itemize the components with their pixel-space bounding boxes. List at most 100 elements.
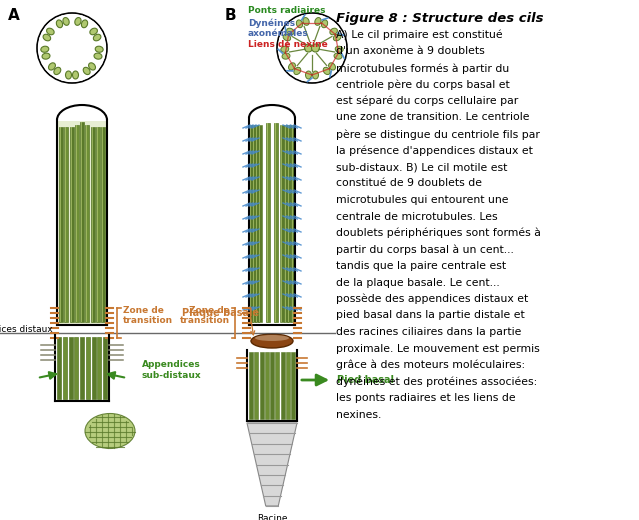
Bar	[286, 352, 289, 419]
Ellipse shape	[75, 18, 81, 25]
Bar	[60, 127, 61, 322]
Ellipse shape	[334, 34, 341, 41]
Bar	[102, 127, 103, 322]
Ellipse shape	[41, 46, 49, 53]
Ellipse shape	[296, 20, 303, 28]
Bar	[249, 352, 253, 419]
Ellipse shape	[289, 63, 295, 70]
Text: père se distingue du centriole fils par: père se distingue du centriole fils par	[336, 129, 540, 139]
Bar	[281, 352, 284, 419]
Ellipse shape	[305, 71, 311, 79]
Circle shape	[278, 14, 346, 82]
Bar	[288, 125, 291, 322]
Ellipse shape	[56, 20, 63, 28]
Ellipse shape	[42, 53, 50, 59]
Ellipse shape	[323, 67, 330, 74]
Bar	[70, 127, 72, 322]
Bar	[91, 127, 95, 322]
Ellipse shape	[303, 18, 309, 25]
Bar	[85, 125, 89, 322]
Bar	[65, 127, 68, 322]
Ellipse shape	[54, 67, 61, 74]
Bar	[65, 127, 66, 322]
Text: grâce à des moteurs moléculaires:: grâce à des moteurs moléculaires:	[336, 360, 525, 370]
Text: A) Le cil primaire est constitué: A) Le cil primaire est constitué	[336, 30, 503, 41]
Bar	[86, 337, 89, 399]
Bar	[74, 337, 78, 399]
Bar	[58, 121, 106, 324]
Ellipse shape	[47, 28, 54, 35]
Ellipse shape	[72, 71, 79, 79]
Ellipse shape	[281, 46, 289, 53]
Bar	[80, 122, 84, 322]
Bar	[103, 337, 107, 399]
Bar	[63, 337, 66, 399]
Bar	[259, 352, 263, 419]
Bar	[255, 125, 259, 322]
Bar	[259, 125, 260, 322]
Bar	[96, 127, 100, 322]
Bar	[284, 125, 288, 322]
Text: centrale de microtubules. Les: centrale de microtubules. Les	[336, 212, 498, 222]
Bar	[101, 127, 105, 322]
Text: nexines.: nexines.	[336, 410, 381, 420]
Text: A: A	[8, 8, 20, 23]
Bar	[70, 127, 73, 322]
Bar	[59, 127, 63, 322]
Text: partir du corps basal à un cent...: partir du corps basal à un cent...	[336, 244, 514, 255]
Circle shape	[38, 14, 106, 82]
Text: Appendices
sub-distaux: Appendices sub-distaux	[142, 360, 202, 380]
Ellipse shape	[294, 67, 301, 74]
Text: la présence d'appendices distaux et: la présence d'appendices distaux et	[336, 146, 533, 156]
Text: centriole père du corps basal et: centriole père du corps basal et	[336, 80, 510, 90]
Text: Figure 8 : Structure des cils: Figure 8 : Structure des cils	[336, 12, 544, 25]
Text: une zone de transition. Le centriole: une zone de transition. Le centriole	[336, 112, 530, 123]
Bar	[91, 337, 95, 399]
Text: Ponts radiaires: Ponts radiaires	[248, 6, 325, 15]
Ellipse shape	[315, 18, 321, 25]
Ellipse shape	[334, 53, 342, 59]
Ellipse shape	[255, 335, 289, 341]
Ellipse shape	[282, 53, 290, 59]
Text: Zone de
transition: Zone de transition	[123, 306, 173, 326]
Ellipse shape	[93, 34, 101, 41]
Ellipse shape	[49, 63, 56, 70]
Text: Dynéines
axonémales: Dynéines axonémales	[248, 18, 309, 38]
Ellipse shape	[90, 28, 97, 35]
Circle shape	[311, 44, 320, 52]
Text: Plaque basale: Plaque basale	[182, 308, 259, 318]
Bar	[274, 123, 278, 322]
Bar	[281, 125, 282, 322]
Ellipse shape	[335, 46, 343, 53]
Text: B: B	[225, 8, 236, 23]
Bar	[91, 127, 93, 322]
Ellipse shape	[321, 20, 328, 28]
Text: tandis que la paire centrale est: tandis que la paire centrale est	[336, 261, 506, 271]
Bar	[86, 125, 88, 322]
Bar	[250, 125, 251, 322]
Bar	[57, 337, 61, 399]
Text: proximale. Le mouvement est permis: proximale. Le mouvement est permis	[336, 344, 540, 354]
Bar	[275, 123, 276, 322]
Ellipse shape	[95, 46, 103, 53]
Text: doublets périphériques sont formés à: doublets périphériques sont formés à	[336, 228, 541, 239]
Bar	[68, 337, 72, 399]
Text: Pied basal: Pied basal	[337, 375, 394, 385]
Ellipse shape	[81, 20, 88, 28]
Ellipse shape	[63, 18, 69, 25]
Bar	[291, 125, 295, 322]
Text: Appendices distaux: Appendices distaux	[0, 324, 53, 333]
Ellipse shape	[251, 334, 293, 348]
Bar	[76, 125, 77, 322]
Text: possède des appendices distaux et: possède des appendices distaux et	[336, 294, 528, 305]
Text: dynéines et des protéines associées:: dynéines et des protéines associées:	[336, 376, 537, 387]
Text: microtubules formés à partir du: microtubules formés à partir du	[336, 63, 509, 73]
Bar	[291, 352, 295, 419]
Bar	[248, 351, 296, 420]
Ellipse shape	[330, 28, 337, 35]
Text: est séparé du corps cellulaire par: est séparé du corps cellulaire par	[336, 96, 518, 107]
Bar	[80, 337, 84, 399]
Bar	[252, 125, 256, 322]
Ellipse shape	[94, 53, 102, 59]
Text: Liens de nexine: Liens de nexine	[248, 40, 328, 49]
